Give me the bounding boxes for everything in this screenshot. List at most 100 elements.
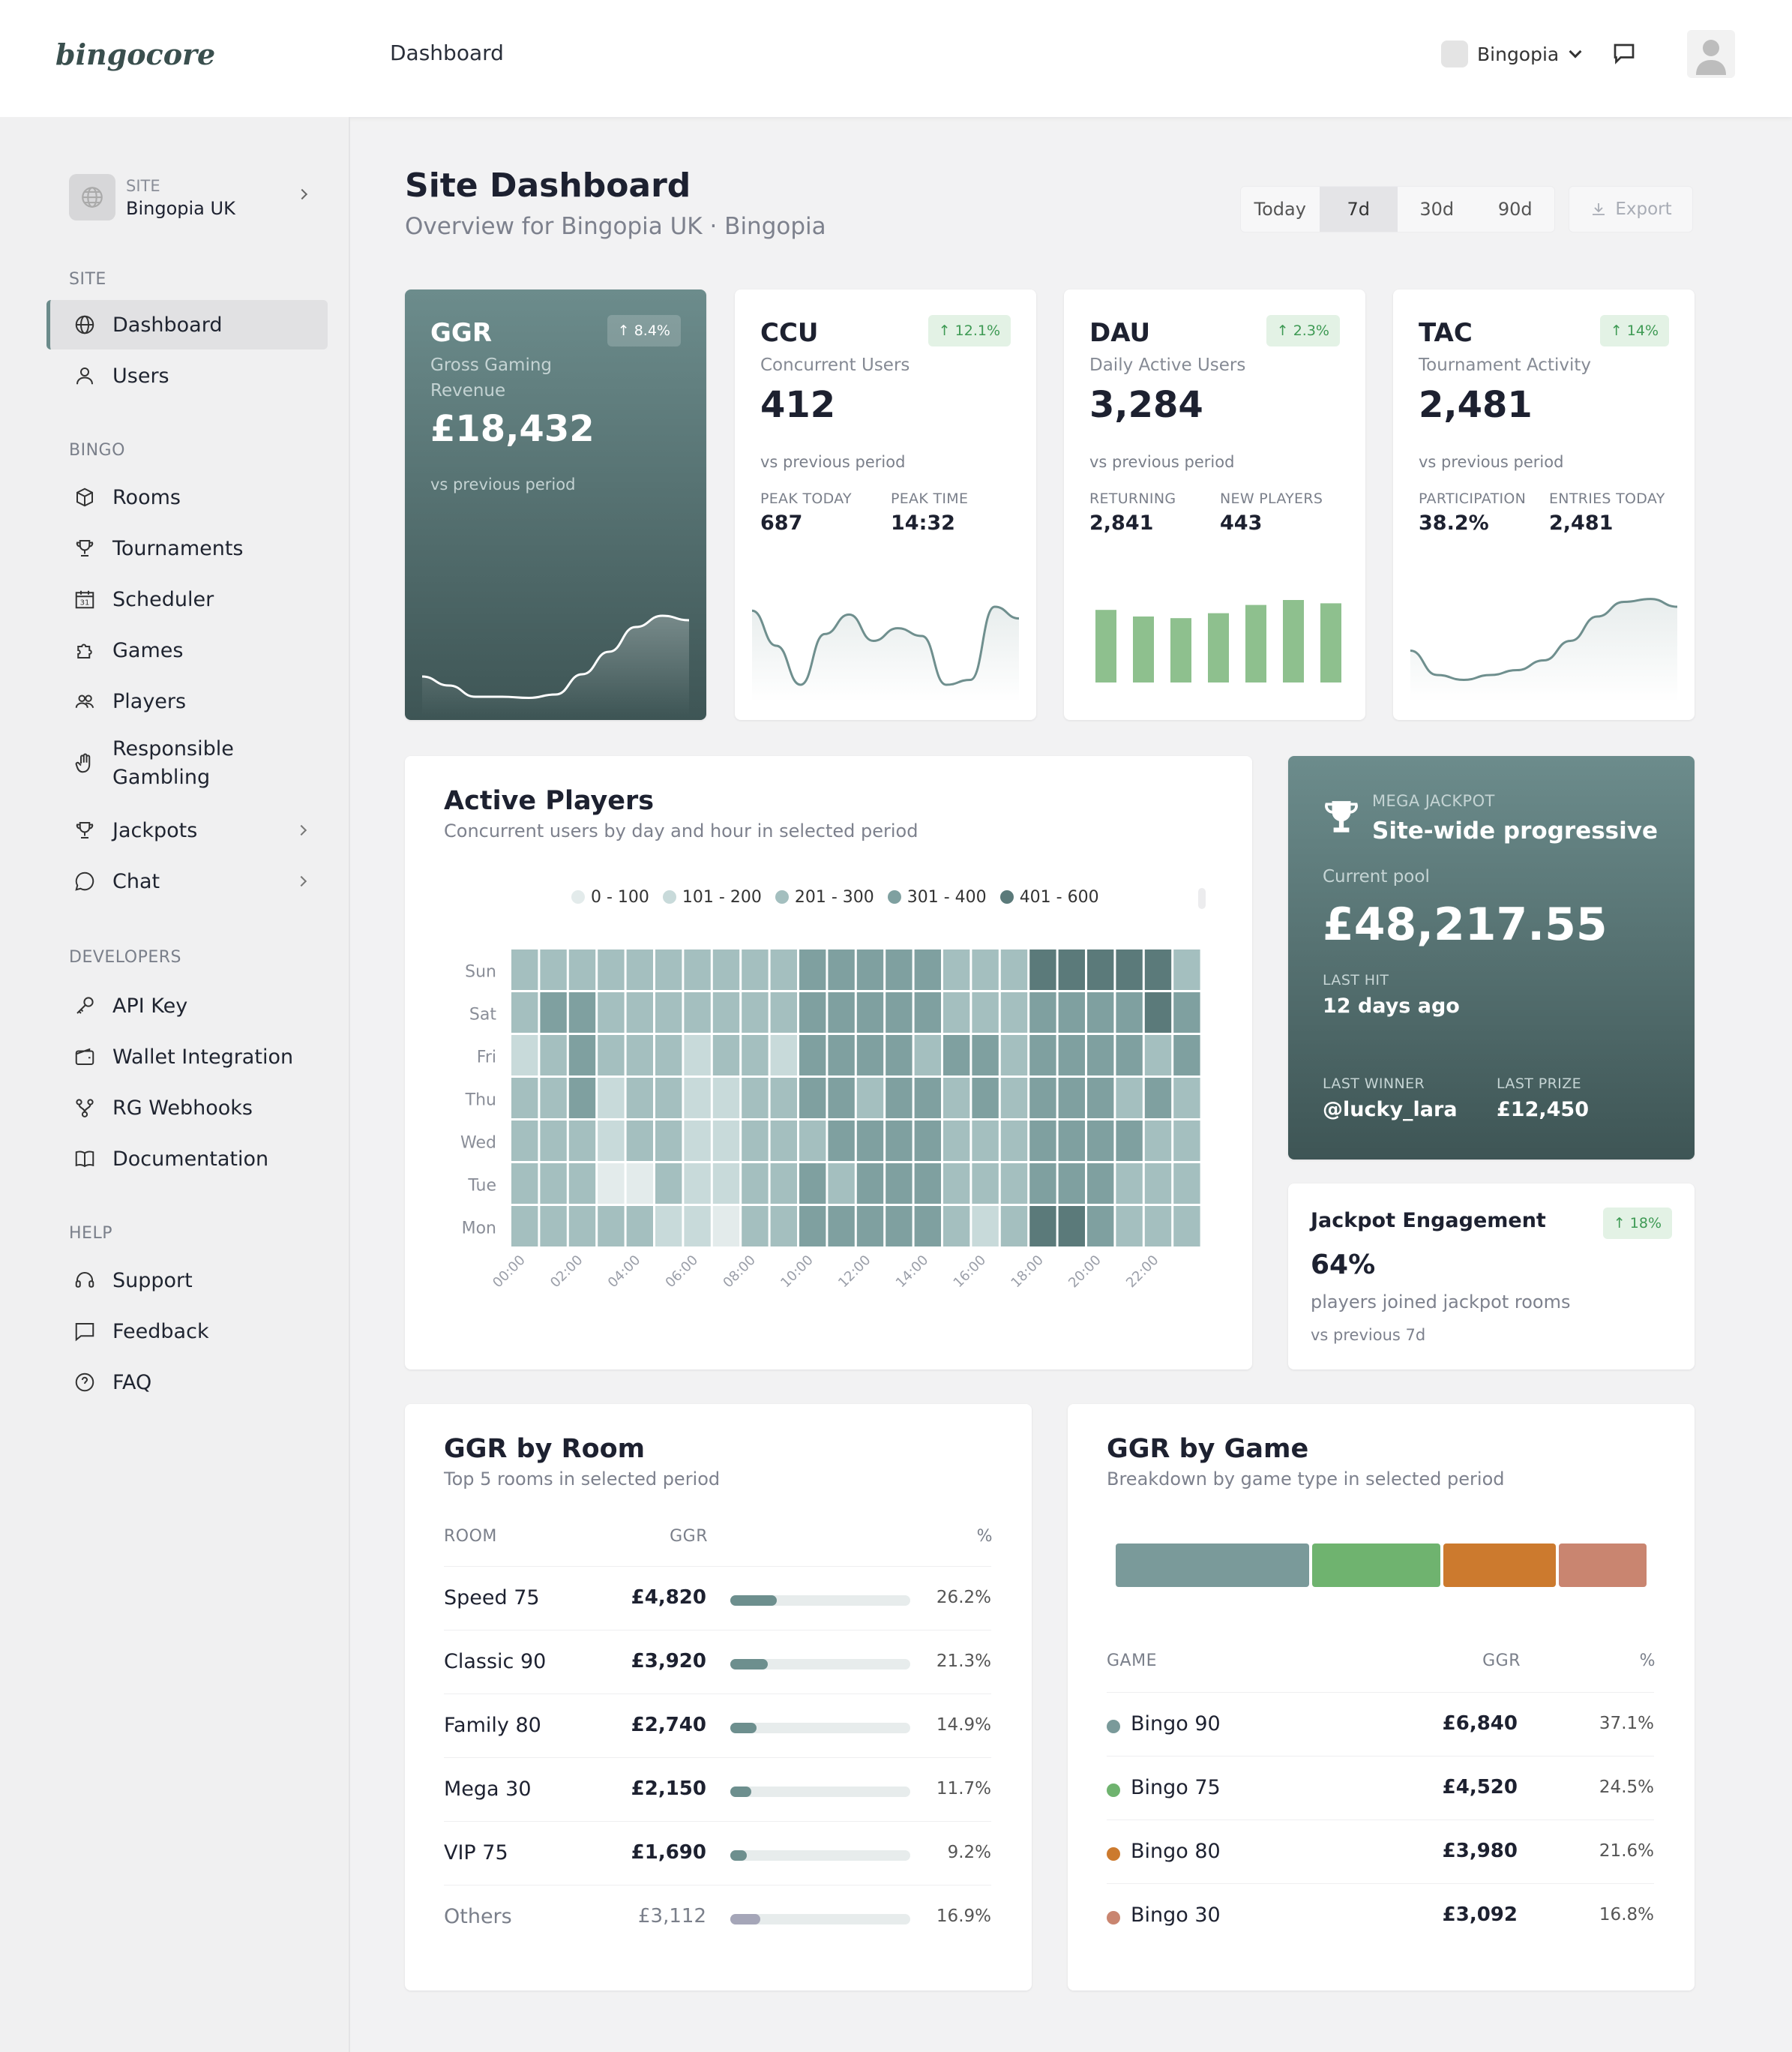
heatmap-cell[interactable] xyxy=(770,1078,797,1118)
table-row[interactable]: Others £3,112 16.9% xyxy=(444,1885,991,1948)
kpi-card-ggr[interactable]: GGR ↑ 8.4% Gross Gaming Revenue £18,432 v… xyxy=(405,290,706,720)
heatmap-cell[interactable] xyxy=(568,1206,596,1246)
heatmap-cell[interactable] xyxy=(1029,1163,1056,1204)
heatmap-cell[interactable] xyxy=(799,1035,826,1076)
heatmap-cell[interactable] xyxy=(568,950,596,990)
heatmap-cell[interactable] xyxy=(799,1206,826,1246)
heatmap-cell[interactable] xyxy=(1173,950,1200,990)
table-row[interactable]: Bingo 30 £3,092 16.8% xyxy=(1107,1883,1654,1947)
heatmap-cell[interactable] xyxy=(770,950,797,990)
jackpot-engagement-card[interactable]: Jackpot Engagement ↑ 18% 64% players join… xyxy=(1288,1184,1695,1370)
heatmap-cell[interactable] xyxy=(626,1078,653,1118)
heatmap-cell[interactable] xyxy=(799,1078,826,1118)
dau-bar[interactable] xyxy=(1245,604,1266,682)
heatmap-cell[interactable] xyxy=(655,1035,682,1076)
table-row[interactable]: VIP 75 £1,690 9.2% xyxy=(444,1821,991,1885)
heatmap-cell[interactable] xyxy=(712,950,740,990)
heatmap-cell[interactable] xyxy=(742,1078,769,1118)
heatmap-cell[interactable] xyxy=(540,1078,567,1118)
stack-segment[interactable] xyxy=(1116,1544,1310,1587)
heatmap-cell[interactable] xyxy=(511,1120,538,1161)
heatmap-cell[interactable] xyxy=(1087,992,1114,1033)
heatmap-cell[interactable] xyxy=(742,1035,769,1076)
heatmap-cell[interactable] xyxy=(684,1035,711,1076)
heatmap-cell[interactable] xyxy=(972,1035,999,1076)
heatmap-cell[interactable] xyxy=(1173,1206,1200,1246)
heatmap-cell[interactable] xyxy=(742,1120,769,1161)
heatmap-cell[interactable] xyxy=(684,992,711,1033)
heatmap-cell[interactable] xyxy=(972,1163,999,1204)
heatmap-cell[interactable] xyxy=(568,1035,596,1076)
heatmap-cell[interactable] xyxy=(770,1206,797,1246)
heatmap-cell[interactable] xyxy=(943,1163,970,1204)
heatmap-cell[interactable] xyxy=(712,1163,740,1204)
heatmap-cell[interactable] xyxy=(770,1120,797,1161)
heatmap-cell[interactable] xyxy=(1087,950,1114,990)
heatmap-cell[interactable] xyxy=(626,1206,653,1246)
heatmap-cell[interactable] xyxy=(856,1078,884,1118)
heatmap-cell[interactable] xyxy=(1058,1078,1085,1118)
sidebar-item-faq[interactable]: FAQ xyxy=(46,1358,328,1407)
heatmap-cell[interactable] xyxy=(886,1206,912,1246)
heatmap-cell[interactable] xyxy=(598,1206,625,1246)
sidebar-item-chat[interactable]: Chat xyxy=(46,856,328,906)
heatmap-cell[interactable] xyxy=(972,1120,999,1161)
heatmap-cell[interactable] xyxy=(684,1163,711,1204)
range-7d[interactable]: 7d xyxy=(1319,187,1398,232)
dau-bar[interactable] xyxy=(1095,610,1116,682)
heatmap-cell[interactable] xyxy=(1116,1120,1143,1161)
sidebar-item-support[interactable]: Support xyxy=(46,1256,328,1305)
column-header-ggr[interactable]: GGR xyxy=(1482,1652,1521,1670)
column-header-room[interactable]: ROOM xyxy=(444,1527,497,1546)
dau-bar[interactable] xyxy=(1170,618,1191,682)
heatmap-cell[interactable] xyxy=(914,1206,941,1246)
sidebar-item-wallet-integration[interactable]: Wallet Integration xyxy=(46,1032,328,1082)
heatmap-cell[interactable] xyxy=(1144,992,1172,1033)
sidebar-item-responsible-gambling[interactable]: Responsible Gambling xyxy=(46,728,328,800)
messages-icon[interactable] xyxy=(1611,40,1638,70)
dau-bar[interactable] xyxy=(1320,603,1341,682)
app-logo[interactable]: bingocore xyxy=(55,38,216,71)
brand-selector[interactable]: Bingopia xyxy=(1441,40,1582,68)
heatmap-cell[interactable] xyxy=(1116,950,1143,990)
heatmap-cell[interactable] xyxy=(1058,1163,1085,1204)
column-header-ggr[interactable]: GGR xyxy=(670,1527,708,1546)
heatmap-cell[interactable] xyxy=(742,1206,769,1246)
heatmap-cell[interactable] xyxy=(511,1035,538,1076)
legend-scroll-handle[interactable] xyxy=(1198,888,1206,909)
kpi-card-dau[interactable]: DAU ↑ 2.3% Daily Active Users 3,284 vs pr… xyxy=(1064,290,1365,720)
sidebar-item-scheduler[interactable]: 31 Scheduler xyxy=(46,574,328,624)
heatmap-cell[interactable] xyxy=(655,1206,682,1246)
sidebar-item-tournaments[interactable]: Tournaments xyxy=(46,524,328,573)
column-header-game[interactable]: GAME xyxy=(1107,1652,1157,1670)
heatmap-cell[interactable] xyxy=(712,1206,740,1246)
heatmap-cell[interactable] xyxy=(856,1035,884,1076)
heatmap-cell[interactable] xyxy=(828,950,855,990)
heatmap-cell[interactable] xyxy=(770,1163,797,1204)
dau-bar[interactable] xyxy=(1208,613,1229,682)
heatmap-cell[interactable] xyxy=(856,1206,884,1246)
heatmap-cell[interactable] xyxy=(943,950,970,990)
heatmap-cell[interactable] xyxy=(799,1120,826,1161)
heatmap-cell[interactable] xyxy=(568,992,596,1033)
heatmap-cell[interactable] xyxy=(626,992,653,1033)
heatmap-cell[interactable] xyxy=(742,950,769,990)
heatmap-cell[interactable] xyxy=(511,950,538,990)
heatmap-cell[interactable] xyxy=(1087,1035,1114,1076)
heatmap-cell[interactable] xyxy=(828,1206,855,1246)
heatmap-cell[interactable] xyxy=(1000,950,1028,990)
sidebar-item-games[interactable]: Games xyxy=(46,626,328,675)
heatmap-cell[interactable] xyxy=(712,1078,740,1118)
heatmap-cell[interactable] xyxy=(655,950,682,990)
heatmap-cell[interactable] xyxy=(1144,950,1172,990)
heatmap-cell[interactable] xyxy=(1029,1206,1056,1246)
heatmap-cell[interactable] xyxy=(856,1163,884,1204)
range-today[interactable]: Today xyxy=(1254,199,1306,220)
heatmap-cell[interactable] xyxy=(684,1078,711,1118)
legend-item[interactable]: 101 - 200 xyxy=(662,888,762,907)
heatmap-cell[interactable] xyxy=(626,950,653,990)
heatmap-cell[interactable] xyxy=(828,1035,855,1076)
heatmap-cell[interactable] xyxy=(712,1035,740,1076)
heatmap-cell[interactable] xyxy=(1116,1035,1143,1076)
heatmap-cell[interactable] xyxy=(568,1163,596,1204)
